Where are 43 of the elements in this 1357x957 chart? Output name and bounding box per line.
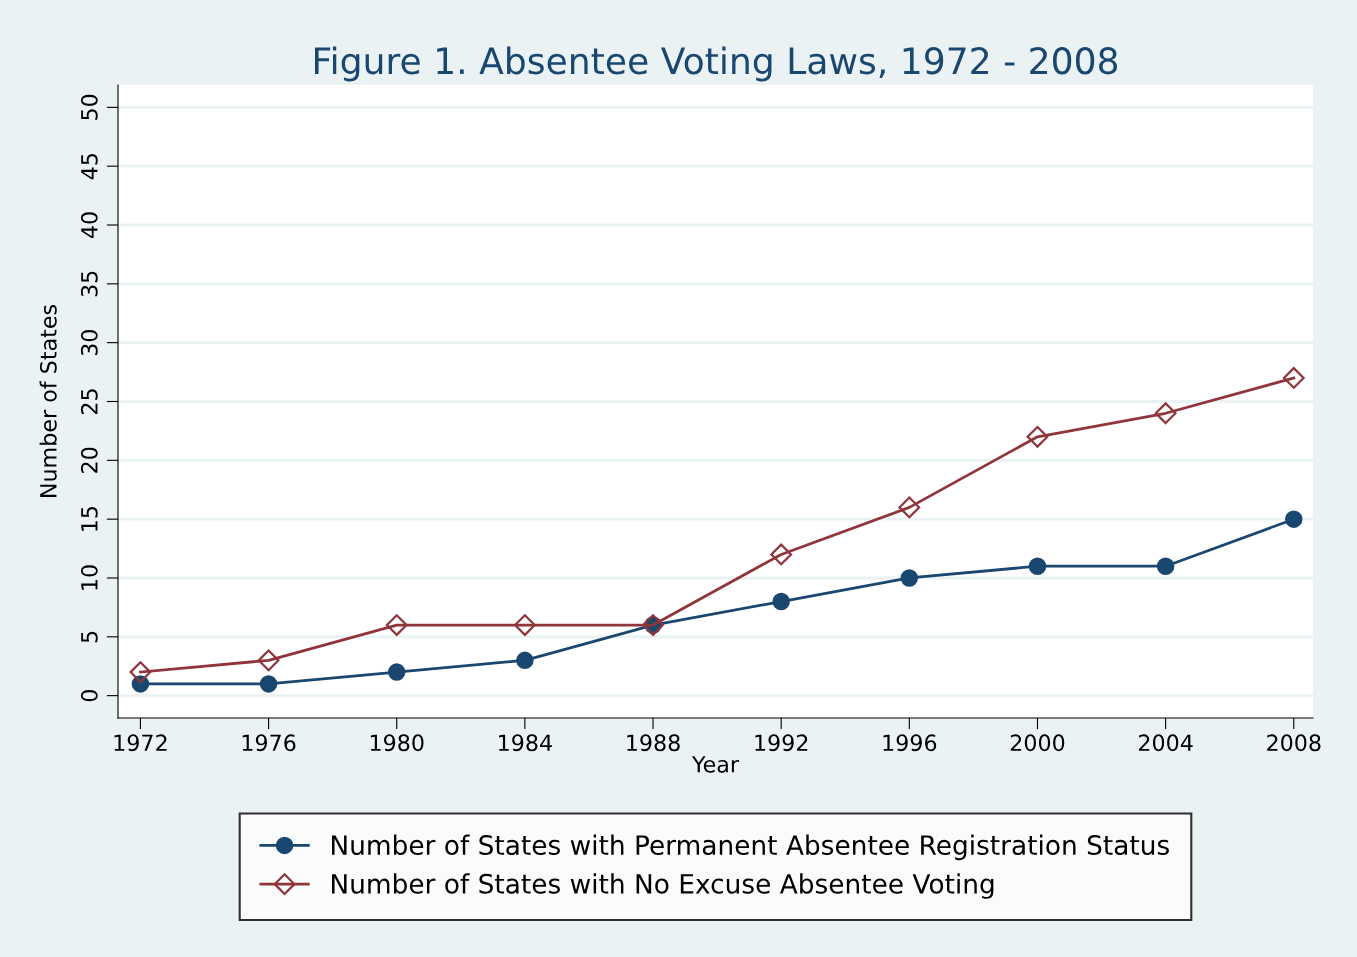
point [387,663,406,681]
point [1154,402,1177,425]
point [1028,557,1047,575]
x-tick-label: 1984 [499,734,552,752]
point [513,614,536,636]
legend-label: Number of States with Permanent Absentee Registration Status [332,834,1169,861]
y-tick-label: 20 [80,447,98,473]
y-tick-label: 35 [80,271,98,297]
point [900,569,919,587]
x-tick-label: 1988 [627,734,680,752]
point [516,651,534,670]
chart-title: Figure 1. Absentee Voting Laws, 1972 - 2008 [315,46,1118,82]
x-tick-label: 1996 [883,734,937,752]
x-tick-label: 1972 [114,734,167,752]
legend-label: Number of States with No Excuse Absentee Voting [332,873,994,899]
y-tick-label: 40 [80,212,98,239]
y-tick-label: 5 [81,631,98,643]
point [129,661,152,684]
point [770,543,793,566]
y-tick-label: 30 [80,330,98,356]
y-axis-title: Number of States [39,304,57,497]
point [259,675,278,693]
point [898,496,921,519]
y-tick-label: 10 [80,565,98,590]
y-tick-label: 45 [81,153,98,180]
x-tick-label: 1980 [370,734,424,752]
x-tick-label: 1976 [242,734,296,752]
point [1156,557,1175,575]
x-tick-label: 2000 [1010,734,1065,752]
y-tick-label: 25 [80,389,98,415]
point [1026,425,1049,448]
x-tick-label: 1992 [755,734,808,752]
x-tick-label: 2008 [1267,734,1321,752]
point [772,592,790,611]
point [257,649,280,672]
y-tick-label: 0 [80,690,98,702]
point [385,614,408,636]
x-tick-label: 2004 [1138,734,1193,752]
y-tick-label: 50 [80,94,98,120]
x-axis-title: Year [691,756,740,773]
point [1282,367,1305,389]
y-tick-label: 15 [81,506,98,531]
point [1285,510,1303,528]
